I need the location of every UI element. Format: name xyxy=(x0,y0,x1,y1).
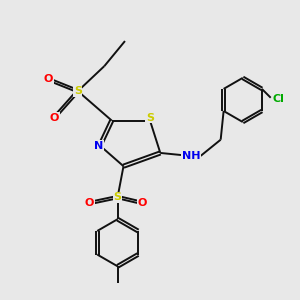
Text: O: O xyxy=(44,74,53,84)
Text: O: O xyxy=(85,198,94,208)
Text: S: S xyxy=(146,112,154,123)
Text: S: S xyxy=(114,192,122,202)
Text: N: N xyxy=(94,141,103,151)
Text: NH: NH xyxy=(182,151,200,161)
Text: S: S xyxy=(74,86,82,96)
Text: O: O xyxy=(138,198,147,208)
Text: Cl: Cl xyxy=(272,94,284,104)
Text: O: O xyxy=(50,112,59,123)
